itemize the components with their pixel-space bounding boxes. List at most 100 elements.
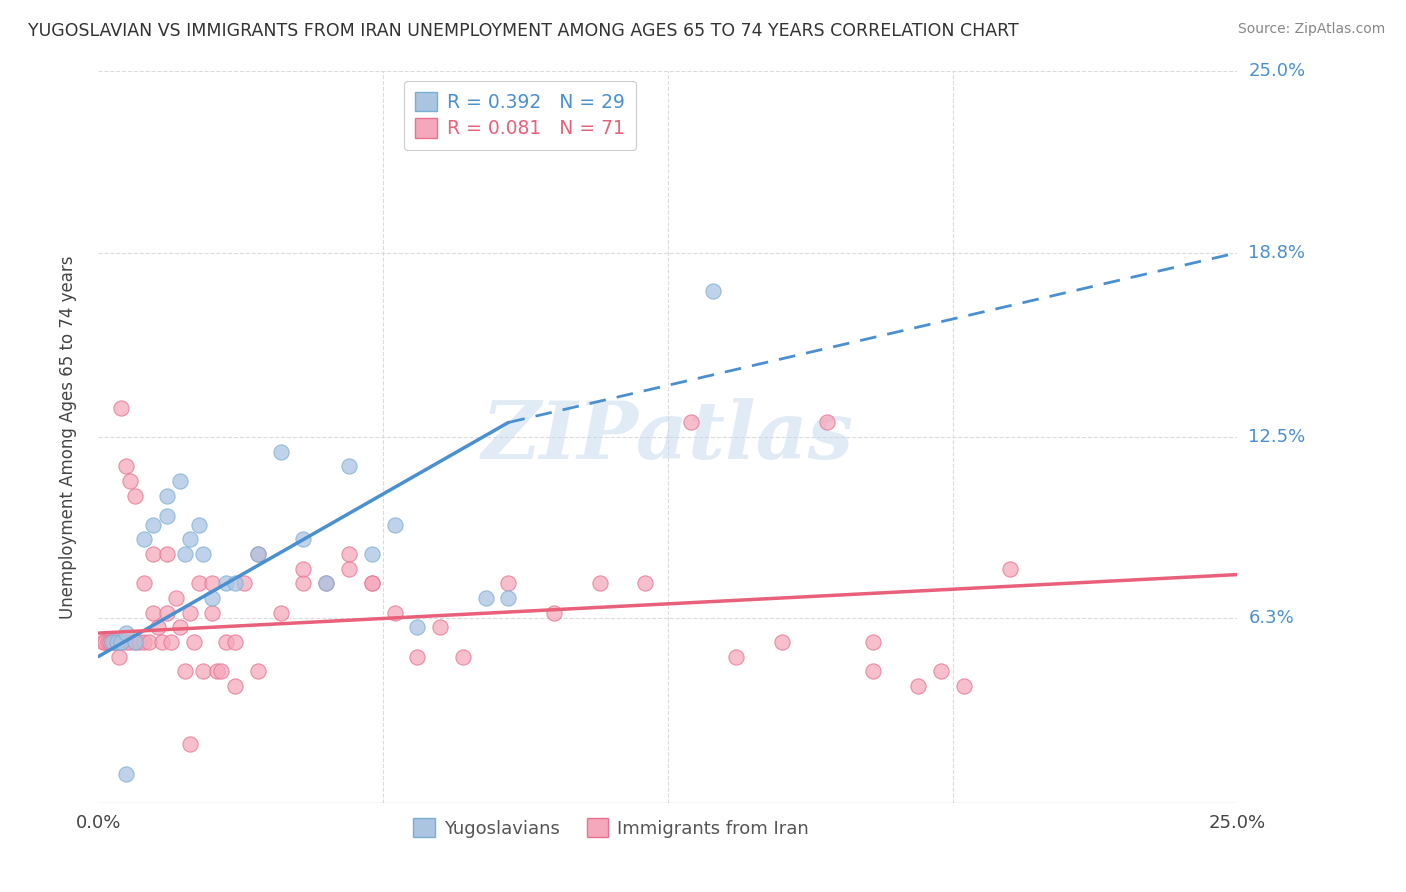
Point xyxy=(174,664,197,678)
Point xyxy=(543,606,565,620)
Legend: Yugoslavians, Immigrants from Iran: Yugoslavians, Immigrants from Iran xyxy=(402,807,820,848)
Point xyxy=(429,620,451,634)
Point xyxy=(360,576,382,591)
Point xyxy=(679,416,702,430)
Point xyxy=(156,606,179,620)
Point xyxy=(246,664,269,678)
Point xyxy=(156,547,179,561)
Point xyxy=(360,547,382,561)
Point xyxy=(201,576,224,591)
Point xyxy=(215,635,238,649)
Point xyxy=(474,591,496,605)
Point xyxy=(215,576,238,591)
Point xyxy=(124,635,146,649)
Text: ZIPatlas: ZIPatlas xyxy=(482,399,853,475)
Point xyxy=(150,635,173,649)
Point xyxy=(91,635,114,649)
Point xyxy=(406,649,429,664)
Point xyxy=(120,635,142,649)
Point xyxy=(451,649,474,664)
Point xyxy=(120,474,142,488)
Point xyxy=(224,576,246,591)
Point xyxy=(110,401,132,415)
Point xyxy=(193,664,215,678)
Point xyxy=(862,664,884,678)
Point xyxy=(205,664,228,678)
Point xyxy=(246,547,269,561)
Point xyxy=(183,635,205,649)
Point xyxy=(770,635,793,649)
Point xyxy=(201,606,224,620)
Point xyxy=(233,576,256,591)
Text: Source: ZipAtlas.com: Source: ZipAtlas.com xyxy=(1237,22,1385,37)
Point xyxy=(337,547,360,561)
Point xyxy=(110,635,132,649)
Point xyxy=(114,459,136,474)
Point xyxy=(929,664,952,678)
Point xyxy=(174,547,197,561)
Point xyxy=(270,444,292,458)
Point xyxy=(179,737,201,751)
Point xyxy=(907,679,929,693)
Point xyxy=(201,591,224,605)
Point xyxy=(315,576,337,591)
Point xyxy=(124,489,146,503)
Point xyxy=(862,635,884,649)
Point xyxy=(187,576,209,591)
Point xyxy=(498,591,520,605)
Point xyxy=(270,606,292,620)
Point xyxy=(187,517,209,532)
Point xyxy=(94,635,117,649)
Point xyxy=(384,606,406,620)
Point xyxy=(702,284,724,298)
Y-axis label: Unemployment Among Ages 65 to 74 years: Unemployment Among Ages 65 to 74 years xyxy=(59,255,77,619)
Point xyxy=(169,620,191,634)
Point xyxy=(156,489,179,503)
Point xyxy=(315,576,337,591)
Point xyxy=(498,576,520,591)
Point xyxy=(169,474,191,488)
Point xyxy=(110,635,132,649)
Point xyxy=(246,547,269,561)
Point xyxy=(101,635,124,649)
Point xyxy=(146,620,169,634)
Point xyxy=(160,635,183,649)
Point xyxy=(105,635,128,649)
Point xyxy=(108,649,131,664)
Point xyxy=(142,547,165,561)
Point xyxy=(114,635,136,649)
Point xyxy=(142,517,165,532)
Point xyxy=(165,591,187,605)
Point xyxy=(101,635,124,649)
Point xyxy=(138,635,160,649)
Point xyxy=(105,635,128,649)
Point xyxy=(292,562,315,576)
Point xyxy=(114,766,136,780)
Point xyxy=(124,635,146,649)
Point xyxy=(406,620,429,634)
Point xyxy=(128,635,150,649)
Point xyxy=(132,576,155,591)
Point xyxy=(953,679,976,693)
Point xyxy=(114,626,136,640)
Point xyxy=(998,562,1021,576)
Point xyxy=(179,533,201,547)
Point xyxy=(193,547,215,561)
Point xyxy=(292,533,315,547)
Point xyxy=(179,606,201,620)
Point xyxy=(209,664,232,678)
Text: 6.3%: 6.3% xyxy=(1249,609,1294,627)
Point xyxy=(224,679,246,693)
Point xyxy=(132,635,155,649)
Point xyxy=(360,576,382,591)
Point xyxy=(142,606,165,620)
Point xyxy=(815,416,838,430)
Point xyxy=(588,576,610,591)
Text: 12.5%: 12.5% xyxy=(1249,428,1306,446)
Text: 18.8%: 18.8% xyxy=(1249,244,1305,261)
Point xyxy=(725,649,748,664)
Point xyxy=(337,459,360,474)
Text: YUGOSLAVIAN VS IMMIGRANTS FROM IRAN UNEMPLOYMENT AMONG AGES 65 TO 74 YEARS CORRE: YUGOSLAVIAN VS IMMIGRANTS FROM IRAN UNEM… xyxy=(28,22,1019,40)
Point xyxy=(384,517,406,532)
Point xyxy=(96,635,118,649)
